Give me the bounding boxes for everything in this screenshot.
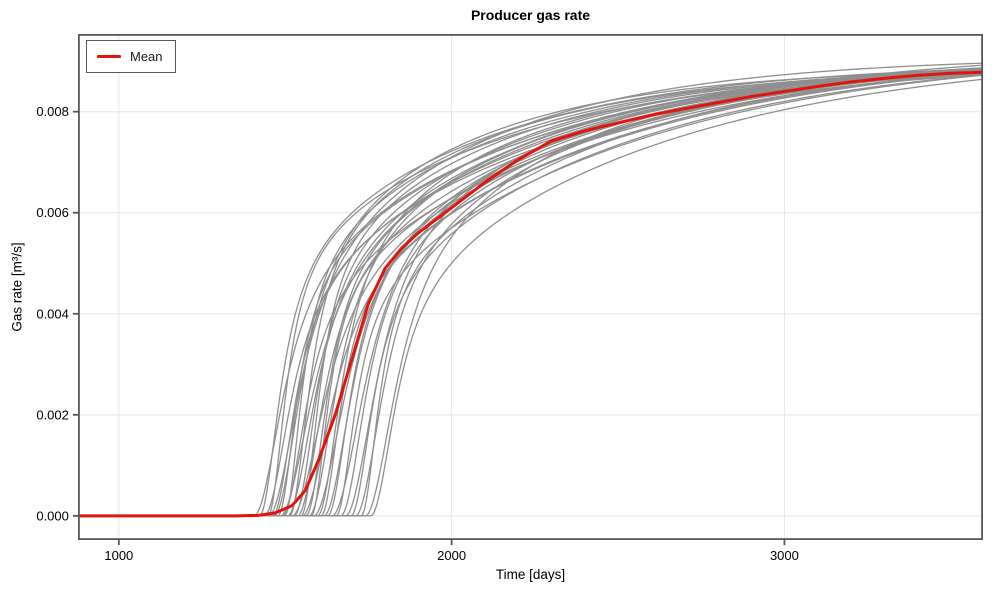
- y-tick-label: 0.002: [36, 407, 69, 422]
- x-tick-label: 2000: [437, 548, 466, 563]
- x-axis-label: Time [days]: [495, 567, 566, 582]
- y-tick-label: 0.004: [36, 306, 69, 321]
- ensemble-curve: [78, 69, 982, 517]
- ensemble-curve: [78, 73, 982, 517]
- ensemble-curve: [78, 74, 982, 517]
- x-tick-label: 1000: [104, 548, 133, 563]
- ensemble-curve: [78, 73, 982, 517]
- ensemble-curve: [78, 69, 982, 517]
- ensemble-curve: [78, 74, 982, 517]
- plot-frame: [78, 34, 984, 541]
- chart-title: Producer gas rate: [470, 7, 591, 23]
- legend: Mean: [86, 40, 176, 73]
- ensemble-curve: [78, 70, 982, 517]
- ensemble-curve: [78, 64, 982, 517]
- x-tick-label: 3000: [770, 548, 799, 563]
- legend-mean-line-swatch: [97, 54, 121, 59]
- y-tick-label: 0.006: [36, 205, 69, 220]
- mean-curve: [78, 70, 983, 518]
- ensemble-curve: [78, 70, 982, 517]
- ensemble-curve: [78, 70, 982, 517]
- legend-mean-label: Mean: [130, 49, 163, 64]
- ensemble-curve: [78, 70, 982, 517]
- ensemble-curve: [78, 74, 982, 517]
- curves-group: [78, 62, 983, 518]
- y-tick-label: 0.008: [36, 104, 69, 119]
- y-tick-label: 0.000: [36, 508, 69, 523]
- ensemble-curve: [78, 70, 982, 517]
